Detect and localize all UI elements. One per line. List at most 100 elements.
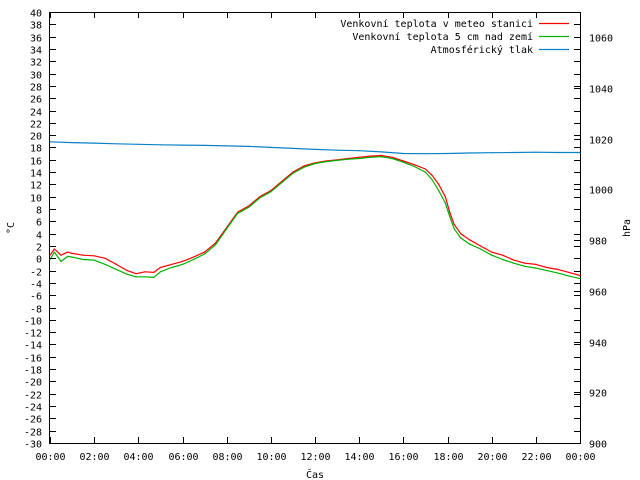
- series-3-point: [181, 144, 184, 146]
- series-2-point: [413, 165, 415, 168]
- series-1-point: [453, 223, 455, 225]
- series-1-point: [391, 156, 393, 158]
- series-1-point: [292, 171, 294, 173]
- series-2-point: [444, 202, 446, 204]
- series-2-point: [535, 267, 537, 269]
- series-3-point: [380, 151, 382, 153]
- series-1-point: [49, 254, 51, 256]
- series-line-3: [49, 141, 580, 155]
- plot-frame: [49, 12, 581, 444]
- series-1-point: [115, 263, 117, 265]
- left-tick-label: -28: [24, 428, 42, 439]
- left-tick-label: -4: [30, 280, 42, 291]
- series-1-point: [431, 174, 433, 176]
- series-2-point: [424, 171, 426, 173]
- legend-label-2: Venkovní teplota 5 cm nad zemí: [352, 31, 533, 43]
- left-tick-label: 24: [30, 108, 42, 119]
- series-1-point: [413, 164, 415, 166]
- series-2-point: [53, 251, 56, 253]
- series-1-point: [568, 271, 570, 273]
- series-layer: [49, 141, 581, 280]
- left-tick-label: 14: [30, 169, 42, 180]
- x-tick-label: 02:00: [79, 452, 109, 463]
- left-tick-label: -30: [24, 440, 42, 451]
- left-tick-label: -24: [24, 403, 42, 414]
- left-tick-label: 26: [30, 95, 42, 106]
- left-tick-label: 12: [30, 181, 42, 192]
- right-tick-label: 960: [589, 288, 607, 299]
- series-2-point: [259, 197, 261, 199]
- left-tick-label: 22: [30, 120, 42, 131]
- series-1-point: [71, 252, 73, 254]
- series-1-point: [82, 254, 84, 256]
- series-1-point: [449, 211, 451, 213]
- series-2-point: [248, 206, 250, 208]
- series-1-point: [204, 251, 206, 253]
- series-1-point: [181, 260, 184, 262]
- series-1-point: [469, 239, 471, 241]
- left-axis-ticks: 4038363432302826242220181614121086420-2-…: [24, 9, 580, 451]
- series-1-point: [135, 273, 137, 275]
- series-2-point: [524, 265, 526, 267]
- series-1-point: [170, 263, 173, 265]
- left-tick-label: 2: [36, 243, 42, 254]
- series-2-point: [204, 253, 206, 255]
- series-2-point: [226, 228, 228, 230]
- left-tick-label: 30: [30, 71, 42, 82]
- series-2-point: [358, 157, 360, 160]
- series-2-point: [380, 156, 382, 158]
- series-2-point: [237, 212, 239, 214]
- series-2-point: [513, 262, 515, 264]
- left-tick-label: 38: [30, 21, 42, 32]
- series-line-1: [49, 154, 581, 277]
- left-tick-label: -2: [30, 268, 42, 279]
- left-tick-label: 28: [30, 83, 42, 94]
- series-1-point: [460, 233, 462, 235]
- series-2-point: [579, 278, 581, 280]
- right-tick-label: 1000: [589, 186, 613, 197]
- series-1-point: [159, 266, 161, 269]
- series-1-point: [104, 257, 106, 259]
- series-2-point: [67, 255, 69, 257]
- series-2-point: [369, 156, 371, 158]
- left-tick-label: 16: [30, 157, 42, 168]
- series-3-point: [557, 151, 559, 154]
- series-2-point: [82, 258, 84, 261]
- series-2-point: [192, 258, 195, 261]
- left-tick-label: -6: [30, 292, 42, 303]
- right-tick-label: 1040: [589, 85, 613, 96]
- right-tick-label: 1060: [589, 34, 613, 45]
- series-2-point: [71, 256, 73, 258]
- series-2-point: [460, 237, 462, 239]
- series-1-point: [513, 259, 515, 261]
- series-3-point: [292, 147, 294, 149]
- series-2-point: [281, 182, 283, 184]
- series-3-point: [248, 145, 250, 147]
- left-tick-label: 4: [36, 231, 42, 242]
- x-tick-label: 12:00: [300, 452, 330, 463]
- series-2-point: [104, 263, 106, 265]
- left-tick-label: 18: [30, 144, 42, 155]
- series-1-point: [93, 255, 95, 257]
- left-tick-label: -22: [24, 391, 42, 402]
- left-tick-label: -26: [24, 415, 42, 426]
- right-axis-ticks: 1060 1040 1020 1000 980 960 940 920 900: [574, 34, 613, 451]
- series-1-point: [60, 254, 62, 256]
- series-2-point: [336, 159, 338, 161]
- series-3-point: [314, 148, 316, 150]
- series-1-point: [444, 196, 446, 198]
- series-2-point: [135, 276, 137, 278]
- series-2-point: [159, 271, 161, 273]
- series-1-point: [480, 245, 482, 247]
- series-2-point: [93, 259, 95, 261]
- series-1-point: [53, 248, 56, 250]
- series-3-point: [49, 141, 51, 143]
- series-1-point: [153, 271, 155, 273]
- x-tick-label: 20:00: [477, 452, 507, 463]
- left-tick-label: -18: [24, 366, 42, 377]
- series-3-point: [270, 146, 272, 148]
- right-tick-label: 1020: [589, 136, 613, 147]
- series-2-point: [314, 162, 316, 165]
- series-1-point: [557, 268, 559, 270]
